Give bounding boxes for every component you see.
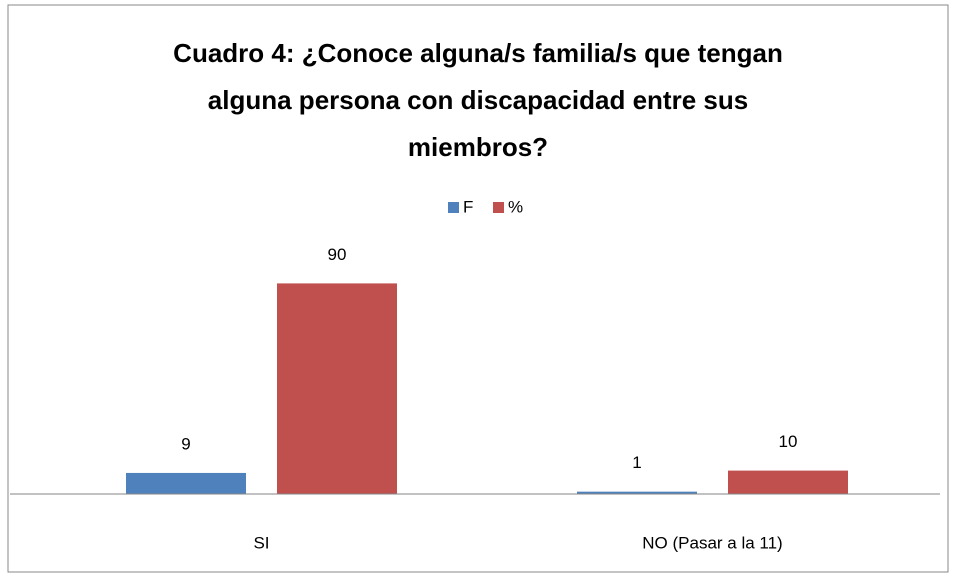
legend-label: F [463,197,473,216]
data-label: 1 [632,453,641,472]
chart-title: Cuadro 4: ¿Conoce alguna/s familia/s que… [173,38,783,162]
legend-label: % [508,197,523,216]
data-label: 90 [328,245,347,264]
bar [728,470,848,494]
bar [577,491,697,494]
bar [126,472,246,494]
data-label: 10 [779,432,798,451]
legend-swatch [493,202,504,213]
legend-swatch [448,202,459,213]
bar [277,283,397,494]
x-tick-label: SI [253,533,269,552]
x-tick-label: NO (Pasar a la 11) [642,533,782,552]
data-label: 9 [181,434,190,453]
